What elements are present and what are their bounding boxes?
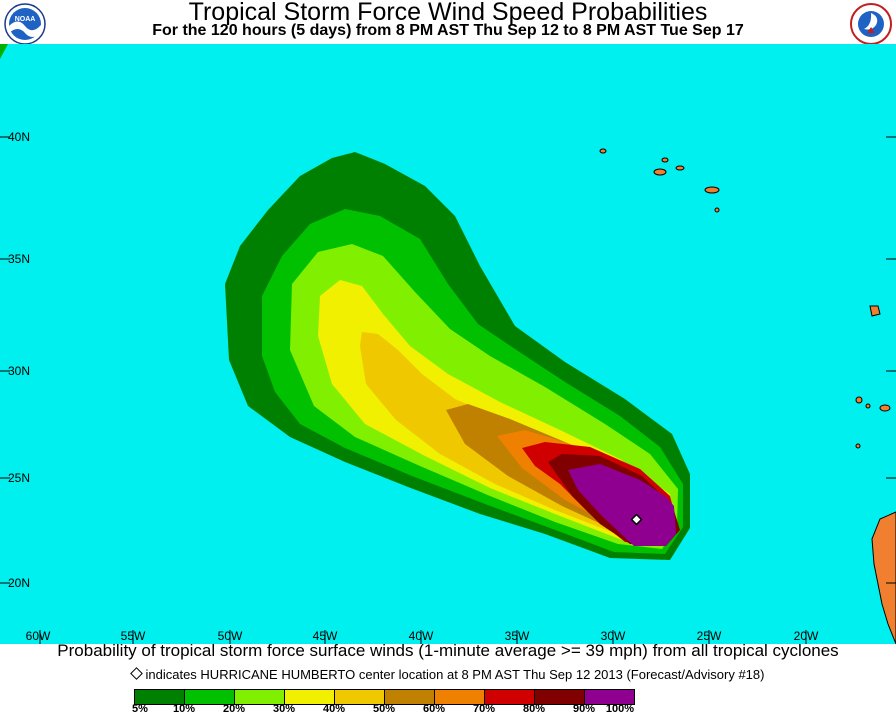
coast-island: [869, 305, 881, 317]
legend-swatch: [185, 690, 235, 704]
lon-label: 45W: [313, 629, 338, 643]
lon-label: 35W: [505, 629, 530, 643]
lat-label: 25N: [8, 471, 30, 485]
noaa-logo-icon: NOAA: [4, 3, 46, 45]
islands: [599, 148, 891, 449]
probability-contours: [225, 152, 690, 560]
corner-land: [0, 44, 8, 59]
storm-center-note: indicates HURRICANE HUMBERTO center loca…: [0, 667, 896, 682]
storm-center-note-text: indicates HURRICANE HUMBERTO center loca…: [145, 667, 765, 682]
map-axes: 40N 35N 30N 25N 20N 60W 55W 50W 45W 40W …: [0, 130, 896, 644]
legend-label: 5%: [132, 703, 148, 715]
lon-label: 20W: [794, 629, 819, 643]
legend-label: 100%: [605, 703, 635, 715]
contour-90pct: [568, 464, 676, 546]
legend-swatch: [235, 690, 285, 704]
page-subtitle: For the 120 hours (5 days) from 8 PM AST…: [152, 22, 744, 39]
legend-color-bar: [134, 689, 635, 705]
lat-label: 30N: [8, 364, 30, 378]
legend-label: 30%: [272, 703, 296, 715]
legend-swatch: [285, 690, 335, 704]
legend-label: 20%: [222, 703, 246, 715]
legend-swatch: [485, 690, 535, 704]
lat-label: 40N: [8, 130, 30, 144]
lon-label: 30W: [601, 629, 626, 643]
nws-logo-icon: [850, 3, 892, 45]
probability-map: 40N 35N 30N 25N 20N 60W 55W 50W 45W 40W …: [0, 44, 896, 644]
lon-label: 25W: [697, 629, 722, 643]
legend-label: 50%: [372, 703, 396, 715]
lon-label: 60W: [26, 629, 51, 643]
lon-label: 40W: [409, 629, 434, 643]
lon-label: 50W: [218, 629, 243, 643]
legend-label: 10%: [172, 703, 196, 715]
storm-center-marker: [630, 513, 643, 526]
lat-label: 35N: [8, 252, 30, 266]
page-title: Tropical Storm Force Wind Speed Probabil…: [188, 0, 708, 26]
legend-swatch: [135, 690, 185, 704]
legend-swatch: [435, 690, 485, 704]
africa-coast: [871, 511, 896, 644]
legend-swatch: [385, 690, 435, 704]
legend-label: 60%: [422, 703, 446, 715]
legend-swatch: [335, 690, 385, 704]
legend-swatch: [585, 690, 634, 704]
lat-label: 20N: [8, 576, 30, 590]
diamond-marker-icon: [129, 667, 143, 680]
map-caption: Probability of tropical storm force surf…: [57, 641, 839, 660]
legend-label: 40%: [322, 703, 346, 715]
noaa-logo-text: NOAA: [15, 16, 36, 23]
legend-label: 70%: [472, 703, 496, 715]
legend-label: 90%: [572, 703, 596, 715]
legend-swatch: [535, 690, 585, 704]
legend-label: 80%: [522, 703, 546, 715]
lon-label: 55W: [121, 629, 146, 643]
header: NOAA Tropical Storm Force Wind Speed Pro…: [0, 0, 896, 45]
